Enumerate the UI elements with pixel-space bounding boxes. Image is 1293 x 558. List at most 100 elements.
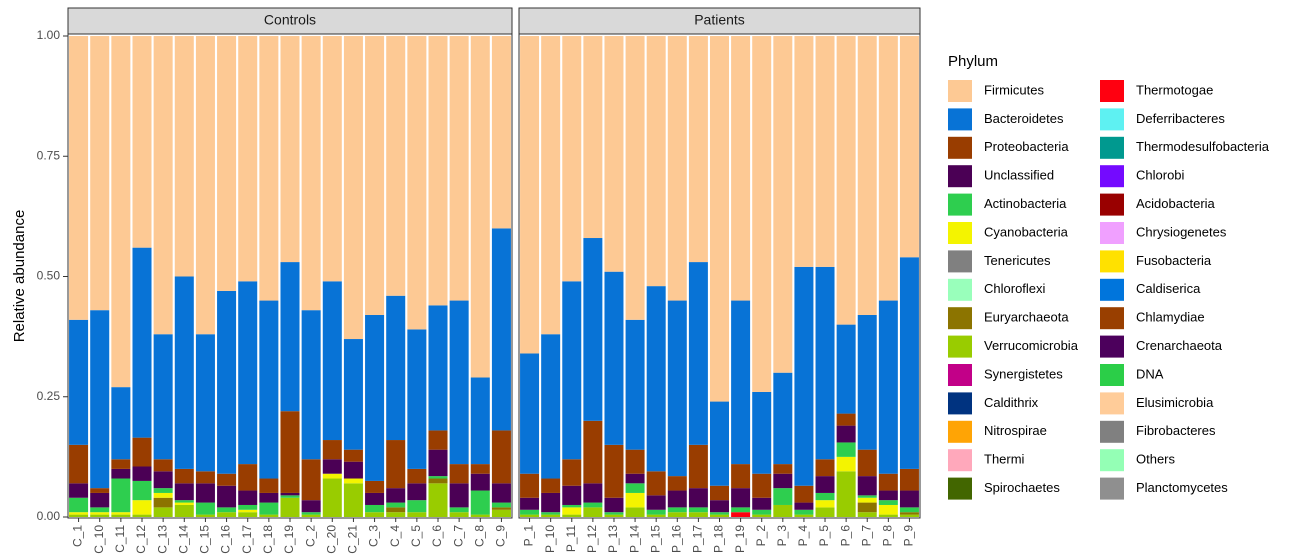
bar-segment [710, 514, 729, 517]
y-axis-title: Relative abundance [11, 210, 28, 343]
legend-label: Bacteroidetes [984, 111, 1064, 126]
legend-key [1100, 165, 1124, 188]
x-tick-label: C_7 [451, 525, 465, 547]
x-tick-label: P_11 [564, 525, 578, 552]
x-tick-label: C_19 [282, 525, 296, 554]
bar-segment [773, 504, 793, 517]
legend-key [1100, 392, 1124, 415]
bar-segment [794, 485, 814, 503]
x-tick-label: C_4 [388, 525, 402, 547]
bar-segment [562, 504, 582, 508]
bar-segment [731, 300, 751, 465]
x-tick-label: P_8 [881, 525, 895, 547]
bar-segment [773, 488, 793, 505]
panel-border [67, 33, 513, 519]
bar-segment [604, 271, 624, 445]
x-tick-label: C_2 [303, 525, 317, 547]
bar-segment [583, 36, 603, 239]
legend-label: Caldiserica [1136, 281, 1201, 296]
bar-segment [407, 500, 427, 513]
bar-segment [90, 36, 110, 311]
bar-segment [625, 473, 645, 484]
legend-label: Firmicutes [984, 82, 1044, 97]
bar-segment [343, 339, 363, 450]
bar-segment [541, 334, 561, 479]
bar-segment [752, 391, 772, 474]
bar-segment [899, 468, 919, 491]
bar-segment [773, 372, 793, 465]
legend-label: Crenarchaeota [1136, 338, 1223, 353]
bar-segment [132, 36, 152, 248]
legend-key [1100, 335, 1124, 358]
bar-segment [238, 281, 258, 465]
x-tick-label: P_10 [543, 525, 557, 553]
bar-segment [69, 36, 89, 320]
legend-label: Chrysiogenetes [1136, 224, 1227, 239]
legend-key [1100, 420, 1124, 443]
bar-segment [259, 478, 279, 493]
legend-label: Proteobacteria [984, 139, 1069, 154]
bar-segment [386, 488, 406, 503]
legend-label: Cyanobacteria [984, 224, 1069, 239]
x-tick-label: C_14 [176, 525, 190, 554]
bar-segment [752, 514, 772, 517]
bar-segment [773, 473, 793, 489]
x-tick-label: P_6 [838, 525, 852, 547]
bar-segment [836, 36, 856, 325]
bar-segment [301, 512, 321, 515]
bar-segment [794, 502, 814, 510]
bar-segment [731, 507, 751, 513]
legend-key [948, 477, 972, 500]
bar-segment [878, 504, 898, 515]
x-tick-label: C_11 [113, 525, 127, 553]
bar-segment [132, 247, 152, 438]
bar-segment [836, 324, 856, 414]
y-tick-label: 0.75 [37, 148, 61, 162]
y-tick-label: 1.00 [37, 28, 61, 42]
legend-key [1100, 364, 1124, 386]
bar-segment [878, 300, 898, 474]
bar-segment [541, 492, 561, 513]
bar-segment [491, 36, 511, 229]
legend-label: Chlorobi [1136, 168, 1185, 183]
bar-segment [604, 36, 624, 272]
x-tick-label: P_12 [585, 525, 599, 553]
bar-segment [195, 471, 215, 484]
legend-key [948, 449, 972, 472]
bar-segment [836, 456, 856, 472]
bar-segment [710, 500, 729, 513]
bar-segment [731, 488, 751, 508]
legend-key [1100, 250, 1124, 273]
bar-segment [386, 440, 406, 489]
bar-segment [217, 485, 237, 508]
x-tick-label: P_5 [817, 525, 831, 547]
bar-segment [217, 290, 237, 474]
bar-segment [174, 504, 194, 517]
legend-label: Fibrobacteres [1136, 423, 1216, 438]
bar-segment [857, 449, 877, 477]
x-tick-label: C_6 [430, 525, 444, 547]
bar-segment [90, 507, 110, 513]
bar-segment [688, 507, 708, 513]
bar-segment [217, 512, 237, 517]
bar-segment [604, 514, 624, 517]
bar-segment [836, 442, 856, 457]
legend-label: Thermi [984, 452, 1025, 467]
x-tick-label: C_9 [494, 525, 508, 547]
x-tick-label: P_9 [902, 525, 916, 547]
bar-segment [583, 507, 603, 517]
bar-segment [815, 266, 835, 460]
legend-label: Tenericutes [984, 253, 1051, 268]
bar-segment [153, 507, 173, 517]
bar-segment [878, 500, 898, 505]
bar-segment [815, 476, 835, 493]
bar-segment [343, 478, 363, 484]
bar-segment [343, 36, 363, 340]
legend-key [1100, 193, 1124, 216]
bar-segment [449, 483, 469, 508]
legend-key [1100, 477, 1124, 500]
bar-segment [667, 36, 687, 301]
bar-segment [794, 509, 814, 515]
bar-segment [520, 473, 540, 498]
bar-segment [90, 492, 110, 508]
